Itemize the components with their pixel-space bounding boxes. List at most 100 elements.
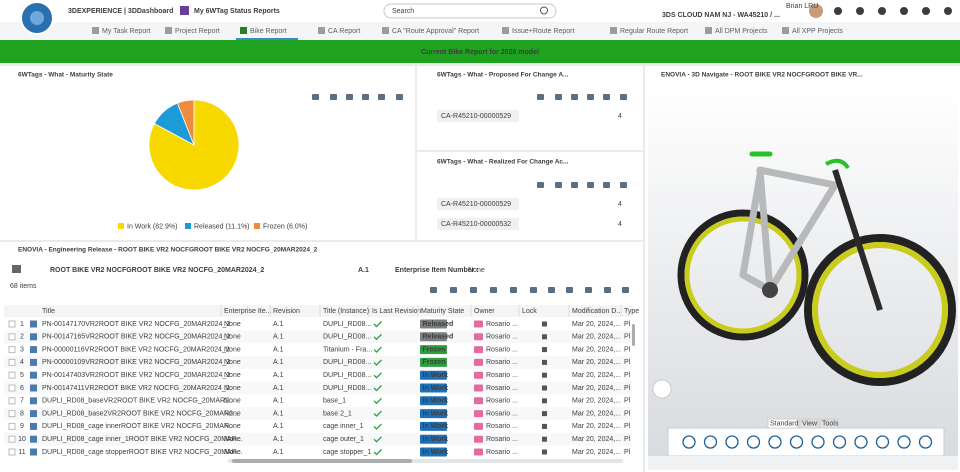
viewer-tool[interactable]: [832, 435, 847, 449]
list-item[interactable]: [437, 218, 519, 230]
tool-icon[interactable]: [430, 287, 437, 293]
owner-avatar: [474, 371, 483, 379]
item-count: 4: [618, 201, 622, 208]
tool-icon[interactable]: [620, 182, 627, 188]
row-checkbox[interactable]: [8, 358, 16, 366]
tool-icon[interactable]: [537, 94, 544, 100]
tool-icon[interactable]: [346, 94, 353, 100]
search-box[interactable]: [383, 3, 557, 19]
object-revision: A.1: [358, 267, 369, 274]
last-revision-check: [373, 423, 382, 430]
icon[interactable]: [834, 7, 842, 15]
viewer-tool[interactable]: [897, 435, 911, 449]
row-checkbox[interactable]: [8, 448, 16, 456]
row-checkbox[interactable]: [8, 410, 16, 418]
row-checkbox[interactable]: [8, 422, 16, 430]
tab[interactable]: Regular Route Report: [620, 28, 688, 35]
pie-slice: [148, 99, 240, 191]
viewer-tool[interactable]: [682, 435, 696, 449]
tool-icon[interactable]: [587, 94, 594, 100]
column-header: Lock: [522, 308, 537, 315]
tab[interactable]: CA "Route Approval" Report: [392, 28, 479, 35]
tool-icon[interactable]: [571, 94, 578, 100]
row-checkbox[interactable]: [8, 346, 16, 354]
tab[interactable]: All DPM Projects: [715, 28, 768, 35]
avatar[interactable]: [809, 4, 823, 18]
row-checkbox[interactable]: [8, 384, 16, 392]
lock-icon: [542, 398, 547, 404]
viewer-tool[interactable]: [854, 435, 868, 449]
toolbar-tab[interactable]: [819, 418, 839, 429]
lock-icon: [542, 334, 547, 340]
tool-icon[interactable]: [362, 94, 369, 100]
viewer-tool[interactable]: [725, 435, 739, 449]
list-item[interactable]: [437, 198, 519, 210]
tool-icon[interactable]: [537, 182, 544, 188]
viewer-tool[interactable]: [746, 435, 761, 449]
tab[interactable]: Issue+Route Report: [512, 28, 575, 35]
viewer-tool[interactable]: [789, 435, 804, 449]
row-checkbox[interactable]: [8, 333, 16, 341]
icon[interactable]: [922, 7, 930, 15]
cell-title: DUPLI_RD08_cage stopperROOT BIKE VR2 NOC…: [42, 449, 243, 456]
icon[interactable]: [944, 7, 952, 15]
cell-instance: DUPLI_RD08...: [323, 385, 371, 392]
part-icon: [30, 435, 37, 443]
v-scrollbar[interactable]: [632, 324, 635, 346]
tool-icon[interactable]: [555, 182, 562, 188]
tool-icon[interactable]: [585, 287, 592, 293]
tool-icon[interactable]: [555, 94, 562, 100]
tab-icon: [782, 27, 789, 34]
viewer-tool[interactable]: [703, 435, 718, 449]
cell-einame: None: [224, 398, 241, 405]
cell-type: Pl: [624, 423, 631, 430]
tool-icon[interactable]: [571, 182, 578, 188]
tab[interactable]: All XPP Projects: [792, 28, 843, 35]
row-checkbox[interactable]: [8, 371, 16, 379]
tool-icon[interactable]: [396, 94, 403, 100]
icon[interactable]: [878, 7, 886, 15]
home-icon[interactable]: [12, 265, 21, 273]
tool-icon[interactable]: [548, 287, 555, 293]
tool-icon[interactable]: [603, 182, 610, 188]
tool-icon[interactable]: [378, 94, 385, 100]
dashboard-icon: [180, 6, 189, 15]
tool-icon[interactable]: [312, 94, 319, 100]
icon[interactable]: [900, 7, 908, 15]
viewer-tool[interactable]: [875, 435, 890, 449]
scrollbar-thumb[interactable]: [232, 459, 412, 463]
tab[interactable]: Bike Report: [250, 28, 287, 35]
tool-icon[interactable]: [510, 287, 517, 293]
row-checkbox[interactable]: [8, 320, 16, 328]
toolbar-tab[interactable]: [767, 418, 799, 429]
tool-icon[interactable]: [604, 287, 611, 293]
owner-avatar: [474, 410, 483, 418]
tool-icon[interactable]: [620, 94, 627, 100]
icon[interactable]: [856, 7, 864, 15]
legend-swatch: [185, 223, 191, 229]
last-revision-check: [373, 449, 382, 456]
tool-icon[interactable]: [587, 182, 594, 188]
tab[interactable]: My Task Report: [102, 28, 151, 35]
compass-3d[interactable]: [652, 379, 672, 399]
viewer-tool[interactable]: [811, 435, 825, 449]
tool-icon[interactable]: [450, 287, 457, 293]
search-icon[interactable]: [540, 6, 548, 15]
tab[interactable]: Project Report: [175, 28, 220, 35]
tool-icon[interactable]: [622, 287, 629, 293]
tool-icon[interactable]: [566, 287, 573, 293]
tool-icon[interactable]: [470, 287, 477, 293]
viewer-tool[interactable]: [768, 435, 782, 449]
tool-icon[interactable]: [530, 287, 537, 293]
row-checkbox[interactable]: [8, 397, 16, 405]
toolbar-tab[interactable]: [799, 418, 819, 429]
cell-modified: Mar 20, 2024,...: [572, 449, 621, 456]
row-number: 2: [20, 334, 24, 341]
list-item[interactable]: [437, 110, 519, 122]
tool-icon[interactable]: [490, 287, 497, 293]
row-checkbox[interactable]: [8, 435, 16, 443]
viewer-tool[interactable]: [918, 435, 933, 449]
tool-icon[interactable]: [330, 94, 337, 100]
tab[interactable]: CA Report: [328, 28, 360, 35]
tool-icon[interactable]: [603, 94, 610, 100]
